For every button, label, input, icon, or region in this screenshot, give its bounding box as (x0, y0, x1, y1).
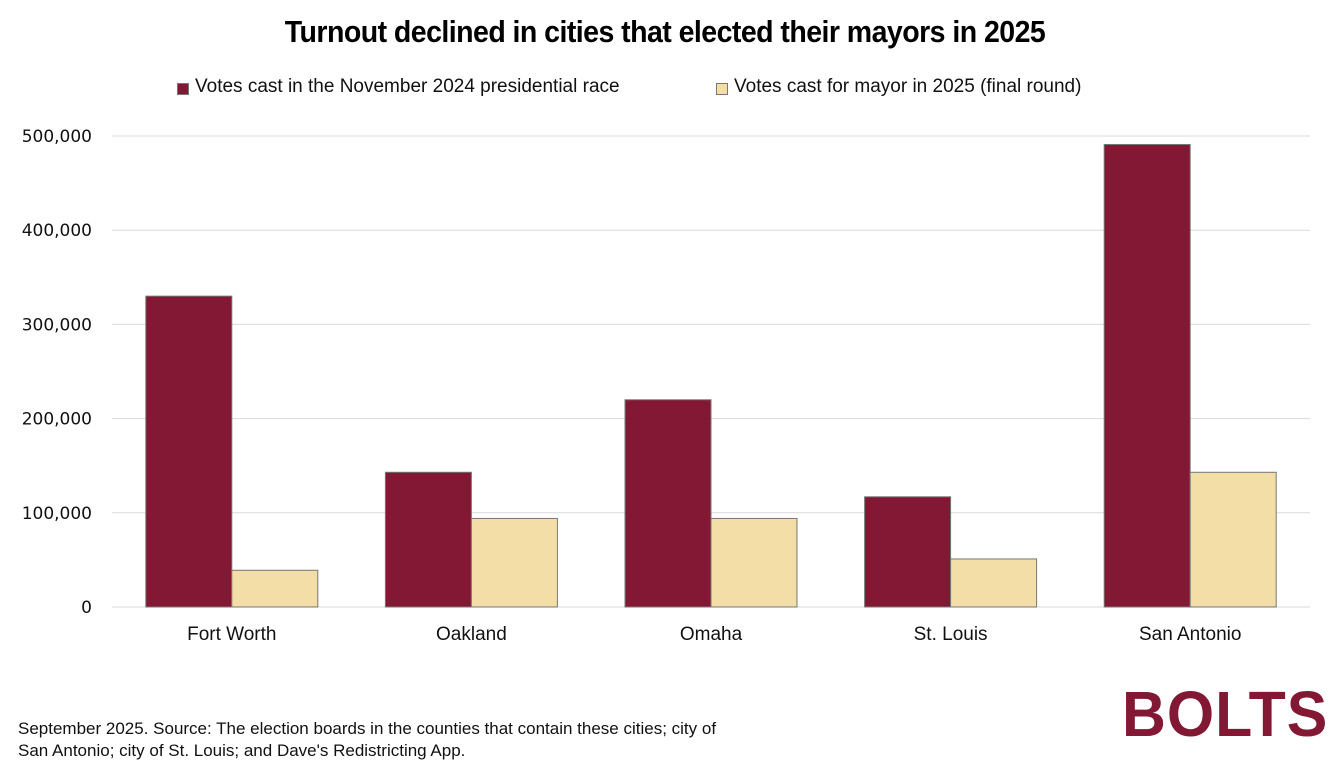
bar-mayor-fort-worth (231, 569, 319, 608)
legend-swatch-mayor (716, 82, 728, 95)
legend-swatch-presidential (177, 82, 189, 95)
bar-presidential-st-louis (864, 496, 952, 608)
bolts-logo: BOLTS (1122, 678, 1329, 750)
bar-mayor-san-antonio (1189, 471, 1277, 608)
x-category-label: St. Louis (914, 624, 988, 645)
legend-label-mayor: Votes cast for mayor in 2025 (final roun… (734, 76, 1082, 97)
y-tick-label: 400,000 (22, 221, 92, 241)
bar-chart: 0 100,000 200,000 300,000 400,000 500,000 Fort… (22, 127, 1310, 645)
bar-presidential-omaha (624, 399, 712, 608)
source-footnote: September 2025. Source: The election boa… (18, 719, 717, 760)
y-tick-label: 300,000 (22, 315, 92, 335)
bar-mayor-omaha (710, 517, 798, 608)
bar-mayor-st-louis (950, 558, 1038, 608)
legend-label-presidential: Votes cast in the November 2024 presiden… (195, 76, 620, 97)
bar-mayor-oakland (470, 517, 558, 608)
y-tick-label: 100,000 (22, 504, 92, 524)
legend-item-mayor: Votes cast for mayor in 2025 (final roun… (716, 76, 1081, 98)
x-category-label: San Antonio (1139, 624, 1241, 645)
x-category-label: Omaha (680, 624, 743, 645)
y-tick-label: 500,000 (22, 127, 92, 147)
y-tick-label: 200,000 (22, 410, 92, 430)
bar-presidential-san-antonio (1103, 143, 1191, 608)
legend: Votes cast in the November 2024 presiden… (0, 76, 1330, 100)
x-category-label: Oakland (436, 624, 507, 645)
bar-presidential-fort-worth (145, 295, 233, 608)
x-category-label: Fort Worth (187, 624, 276, 645)
chart-title: Turnout declined in cities that elected … (284, 14, 1046, 49)
legend-item-presidential: Votes cast in the November 2024 presiden… (177, 76, 620, 98)
bar-presidential-oakland (384, 471, 472, 608)
y-tick-label: 0 (81, 598, 92, 618)
